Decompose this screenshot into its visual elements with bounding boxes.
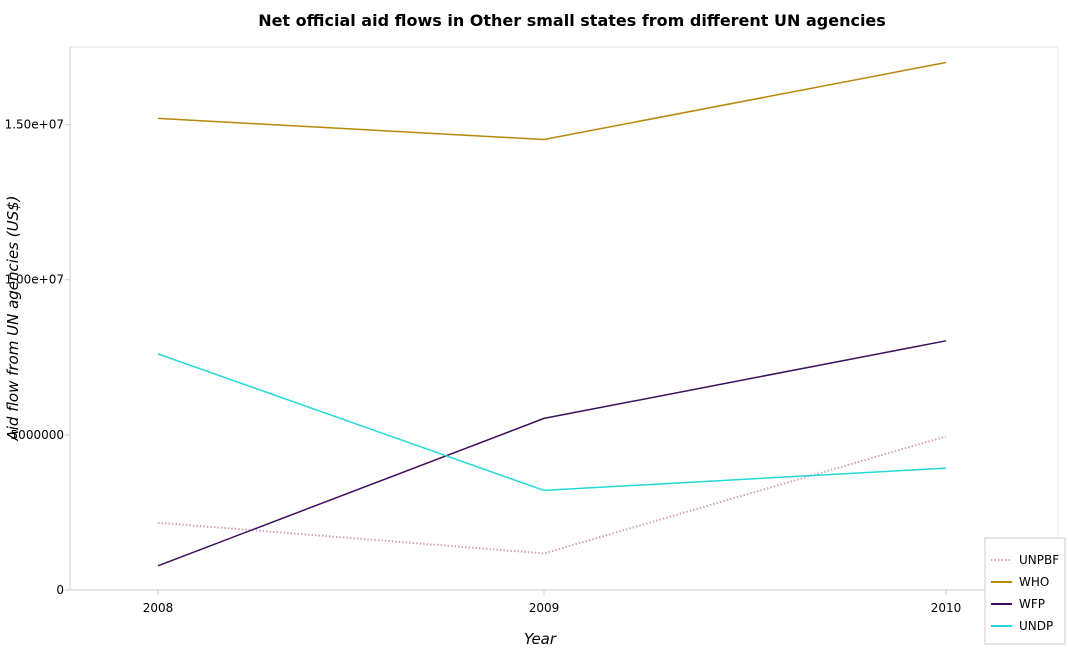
y-tick-label: 0 [56, 583, 64, 597]
y-tick-label: 5000000 [11, 428, 64, 442]
legend: UNPBF WHO WFP UNDP [984, 537, 1066, 645]
x-tick-label: 2008 [143, 601, 174, 615]
x-tick-label: 2010 [931, 601, 962, 615]
legend-label-wfp: WFP [1019, 597, 1045, 611]
plot-area [69, 46, 1059, 591]
y-axis: 0 5000000 1.00e+07 1.50e+07 [5, 47, 71, 597]
x-axis: 2008 2009 2010 [70, 589, 1058, 615]
x-axis-label: Year [524, 630, 557, 648]
y-tick-label: 1.00e+07 [5, 273, 64, 287]
legend-label-who: WHO [1019, 575, 1049, 589]
chart-title: Net official aid flows in Other small st… [258, 11, 886, 30]
legend-label-undp: UNDP [1019, 619, 1053, 633]
x-tick-label: 2009 [529, 601, 560, 615]
y-axis-label: Aid flow from UN agencies (US$) [4, 195, 22, 441]
legend-label-unpbf: UNPBF [1019, 553, 1059, 567]
y-tick-label: 1.50e+07 [5, 118, 64, 132]
series-layer [157, 61, 947, 567]
